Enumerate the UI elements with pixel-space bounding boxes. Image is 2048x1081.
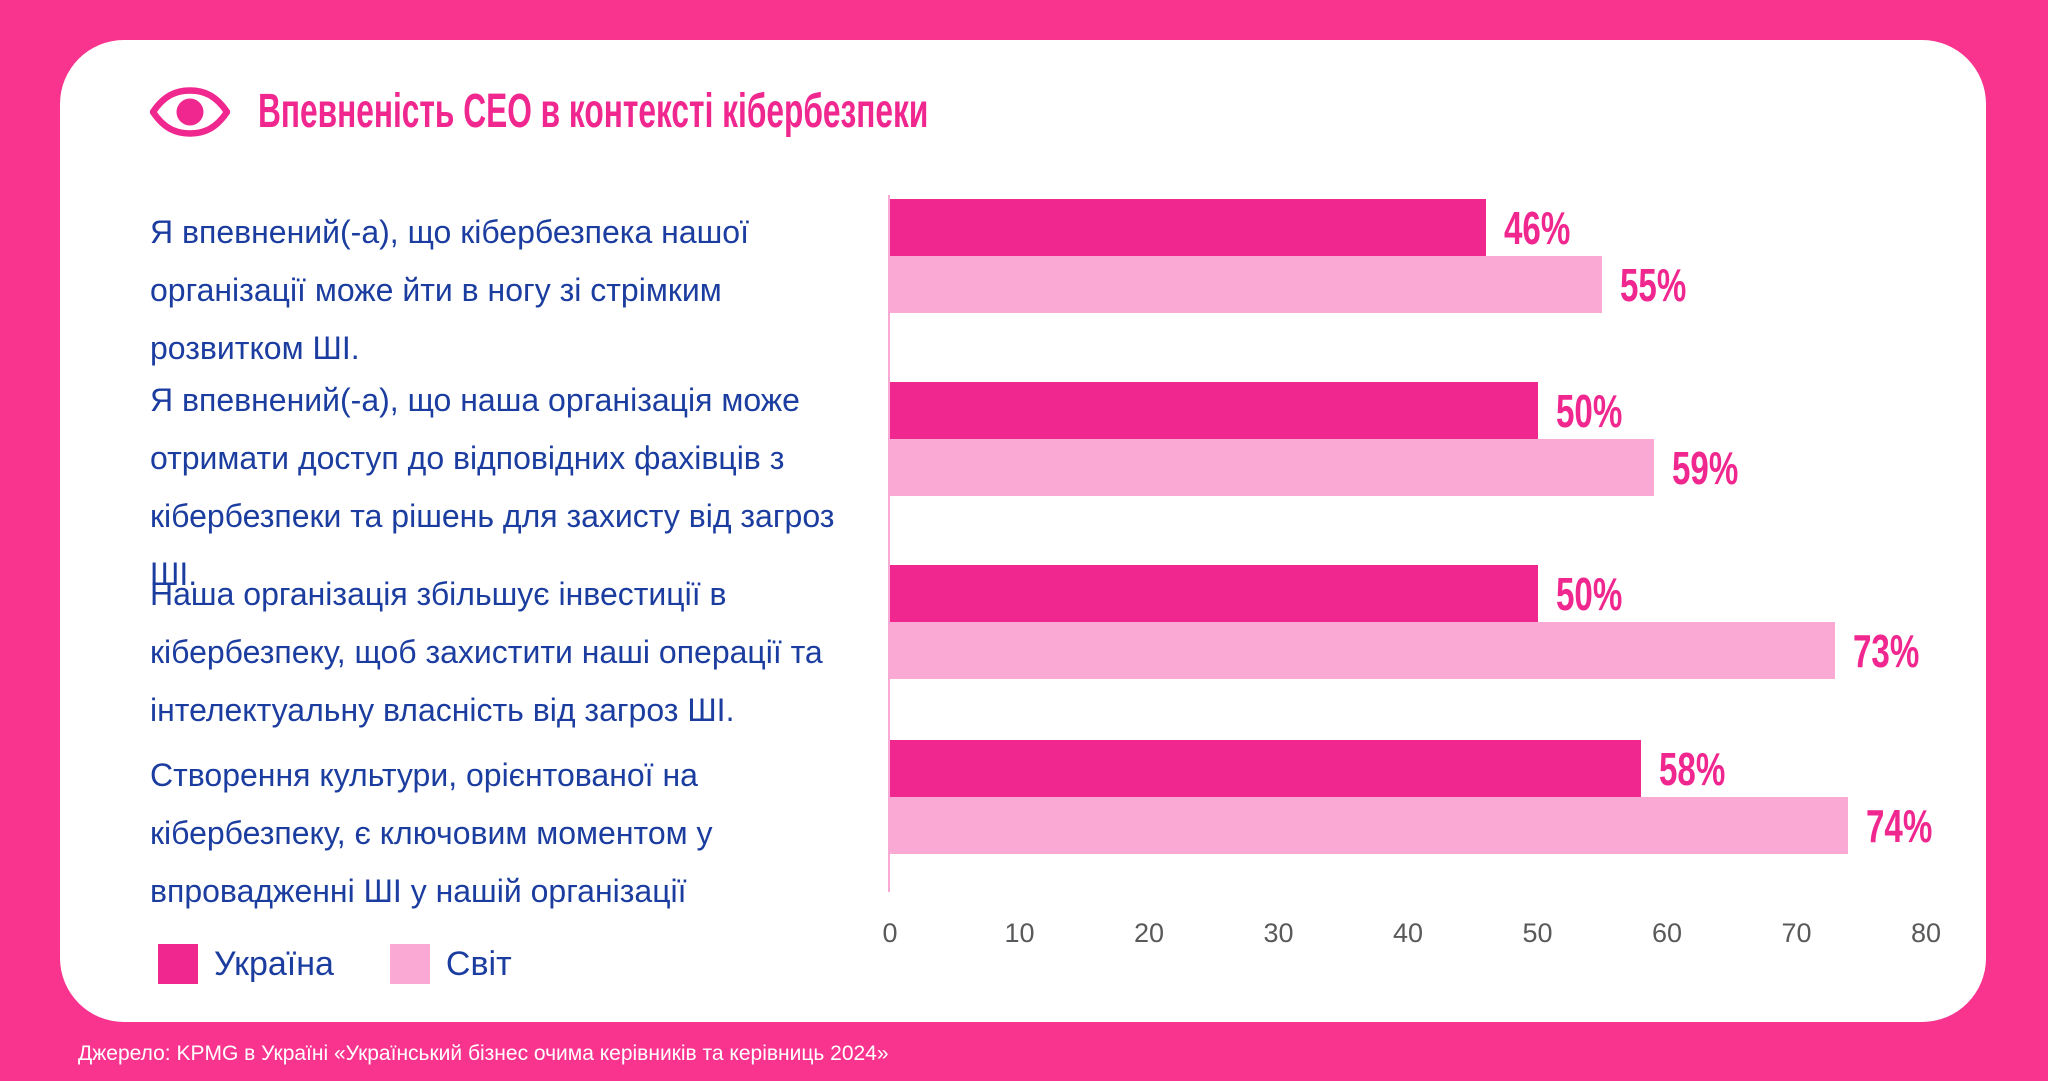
legend-label-world: Світ: [445, 944, 512, 983]
category-label-4: Створення культури, орієнтованої на кібе…: [150, 757, 713, 909]
value-label-world-4: 74%: [1866, 799, 1933, 852]
x-tick-30: 30: [1263, 918, 1294, 948]
value-label-world-2: 59%: [1672, 441, 1739, 494]
x-tick-0: 0: [882, 918, 898, 948]
legend-label-ukraine: Україна: [214, 944, 334, 983]
legend-item-world: Світ: [389, 944, 512, 984]
category-label-2: Я впевнений(-а), що наша організація мож…: [150, 382, 835, 592]
source-note: Джерело: KPMG в Україні «Український біз…: [78, 1042, 889, 1065]
page-title: Впевненість CEO в контексті кібербезпеки: [258, 85, 929, 138]
x-tick-70: 70: [1781, 918, 1812, 948]
bar-world-2: [890, 439, 1655, 496]
category-label-3: Наша організація збільшує інвестиції в к…: [150, 576, 823, 728]
value-label-world-3: 73%: [1853, 624, 1920, 677]
category-label-1: Я впевнений(-а), що кібербезпека нашої о…: [150, 214, 749, 366]
bar-world-3: [890, 622, 1836, 679]
value-label-ukraine-3: 50%: [1555, 567, 1622, 620]
bar-ukraine-4: [890, 740, 1642, 797]
legend-swatch-ukraine: [158, 944, 198, 984]
value-label-world-1: 55%: [1620, 258, 1687, 311]
bar-ukraine-3: [890, 565, 1538, 622]
legend: Україна Світ: [158, 944, 512, 984]
eye-icon: [150, 86, 230, 137]
legend-swatch-world: [389, 944, 430, 984]
x-tick-80: 80: [1910, 918, 1942, 948]
y-axis-line: [888, 195, 890, 892]
bar-world-1: [890, 256, 1603, 313]
bar-ukraine-1: [890, 199, 1486, 256]
bar-world-4: [890, 797, 1849, 854]
x-tick-10: 10: [1004, 918, 1035, 948]
value-label-ukraine-2: 50%: [1555, 384, 1622, 437]
x-tick-20: 20: [1133, 918, 1165, 948]
value-label-ukraine-4: 58%: [1659, 742, 1726, 795]
x-tick-40: 40: [1392, 918, 1424, 948]
header: Впевненість CEO в контексті кібербезпеки: [150, 84, 1274, 139]
x-tick-60: 60: [1651, 918, 1683, 948]
bar-ukraine-2: [890, 382, 1538, 439]
x-tick-50: 50: [1522, 918, 1553, 948]
value-label-ukraine-1: 46%: [1503, 201, 1570, 254]
legend-item-ukraine: Україна: [158, 944, 334, 984]
